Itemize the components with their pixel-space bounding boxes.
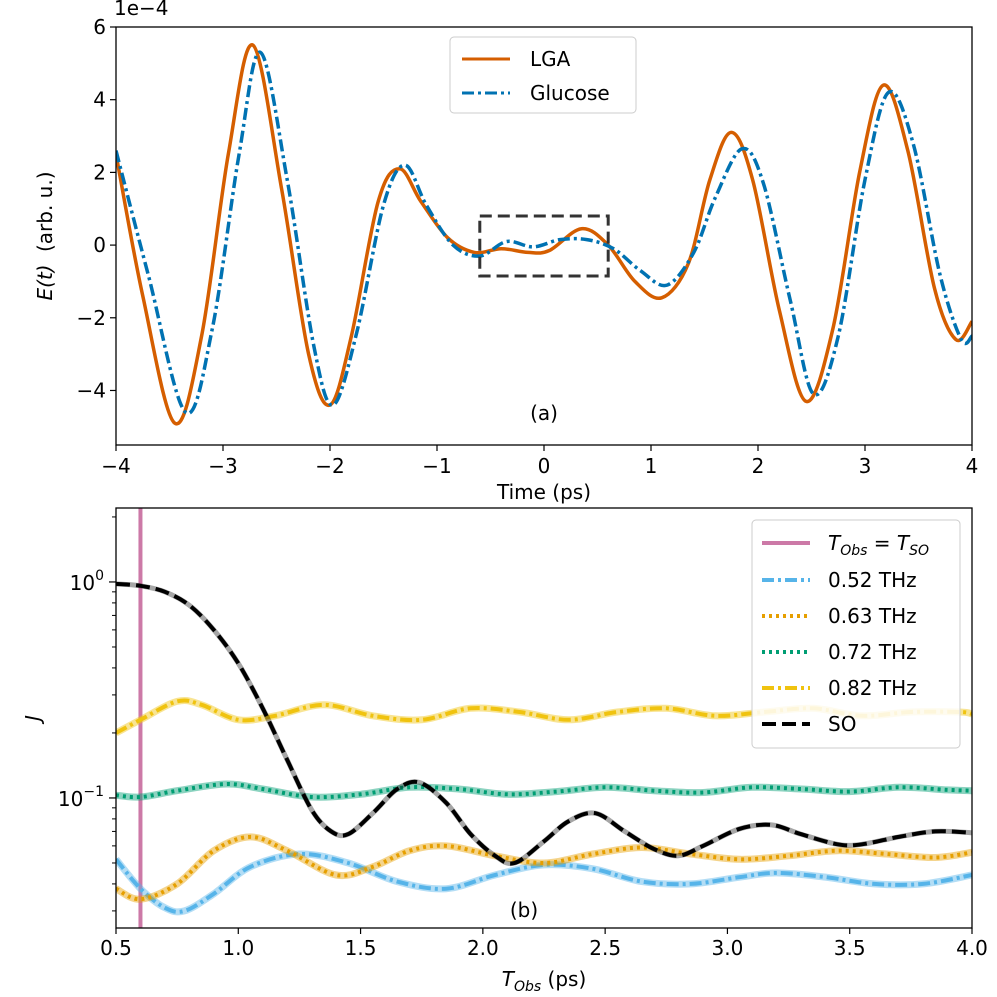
- y-axis-label-suffix: (arb. u.): [33, 172, 57, 253]
- legend-label-0-72-thz: 0.72 THz: [828, 640, 917, 664]
- legend-label-glucose: Glucose: [530, 81, 610, 105]
- panel-b-frame: [115, 507, 973, 929]
- x-axis-label: Time (ps): [496, 480, 591, 504]
- y-tick-label: 100: [70, 568, 104, 595]
- x-tick-label: 3.5: [834, 936, 866, 960]
- panel-label-a: (a): [530, 401, 558, 425]
- panel-label-b: (b): [510, 898, 538, 922]
- series-line-so: [116, 581, 972, 866]
- legend-label-lga: LGA: [530, 47, 571, 71]
- y-tick-label: 10−1: [58, 784, 104, 811]
- x-tick-label: 1: [645, 454, 658, 478]
- y-axis-label-b: J: [21, 715, 45, 725]
- x-tick-label: 1.5: [345, 936, 377, 960]
- x-tick-label: 4: [966, 454, 979, 478]
- series-line-0-52-thz: [116, 851, 972, 914]
- x-tick-label: 1.0: [222, 936, 254, 960]
- y-tick-label: 4: [93, 88, 106, 112]
- series-halo: [116, 780, 972, 801]
- y-tick-label: −4: [77, 378, 106, 402]
- x-tick-label: −3: [208, 454, 237, 478]
- x-tick-label: 3: [859, 454, 872, 478]
- series-line-0-72-thz: [116, 781, 972, 800]
- y-axis-label: E(t) (arb. u.): [33, 172, 57, 301]
- legend-b: TObs = TSO 0.52 THz 0.63 THz 0.72 THz 0.82 …: [751, 519, 961, 749]
- legend-label-0-82-thz: 0.82 THz: [828, 676, 917, 700]
- x-tick-label: 0.5: [100, 936, 132, 960]
- x-tick-label: 4.0: [956, 936, 988, 960]
- series-line-glucose: [116, 50, 972, 416]
- legend-label-0-52-thz: 0.52 THz: [828, 568, 917, 592]
- legend-a: LGA Glucose: [449, 36, 637, 114]
- x-tick-label: 2: [752, 454, 765, 478]
- y-axis-label-main: E(t): [33, 264, 57, 300]
- y-tick-label: 0: [93, 233, 106, 257]
- panel-a: −4 −3 −2 −1 0 1 2 3 4 −4 −2 0 2 4 6 1e−4 Time (ps) E(…: [33, 0, 978, 504]
- x-tick-label: −2: [315, 454, 344, 478]
- x-tick-label: −4: [101, 454, 130, 478]
- legend-label-so: SO: [828, 712, 856, 736]
- y-tick-label: 6: [93, 15, 106, 39]
- x-tick-label: 2.5: [589, 936, 621, 960]
- x-tick-label: −1: [422, 454, 451, 478]
- x-tick-label: 0: [538, 454, 551, 478]
- panel-b: 0.5 1.0 1.5 2.0 2.5 3.0 3.5 4.0 10−1 100 TObs (p…: [21, 507, 988, 995]
- series-line-lga: [116, 43, 972, 426]
- y-tick-label: 2: [93, 160, 106, 184]
- series-line-0-82-thz: [116, 698, 972, 735]
- zoom-box: [478, 214, 610, 278]
- x-axis-label-b: TObs (ps): [502, 967, 587, 995]
- x-tick-label: 3.0: [712, 936, 744, 960]
- offset-text: 1e−4: [114, 0, 169, 20]
- y-tick-label: −2: [77, 306, 106, 330]
- legend-label-0-63-thz: 0.63 THz: [828, 604, 917, 628]
- x-tick-label: 2.0: [467, 936, 499, 960]
- legend-label-vline: TObs = TSO: [828, 531, 929, 559]
